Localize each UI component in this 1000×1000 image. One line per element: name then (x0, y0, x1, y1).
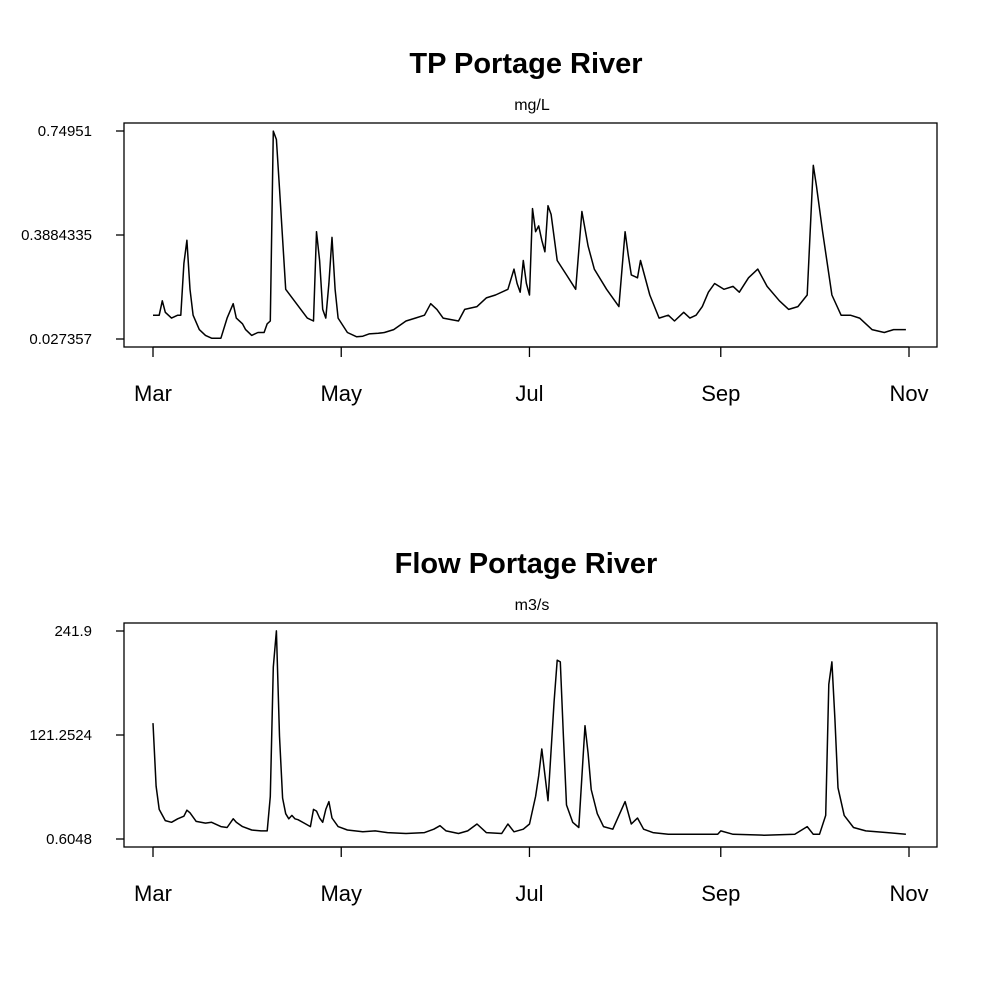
plot-area (152, 630, 906, 836)
x-axis: Mar May Jul Sep Nov (134, 846, 929, 906)
chart-subtitle: m3/s (515, 597, 550, 614)
chart-subtitle: mg/L (514, 97, 550, 114)
x-tick-label: May (320, 881, 362, 906)
y-axis: 0.027357 0.3884335 0.74951 (21, 123, 124, 348)
series-line (153, 130, 906, 339)
plot-frame (123, 122, 938, 348)
x-axis: Mar May Jul Sep Nov (134, 346, 929, 406)
flow-panel: Flow Portage River m3/s 0.6048 121.2524 24… (29, 548, 938, 906)
x-tick-label: Mar (134, 381, 172, 406)
y-tick-label: 0.74951 (38, 123, 92, 140)
plot-frame (123, 622, 938, 848)
x-tick-label: Nov (889, 381, 928, 406)
x-tick-label: Mar (134, 881, 172, 906)
y-tick-label: 121.2524 (29, 727, 92, 744)
y-tick-label: 241.9 (54, 623, 92, 640)
y-tick-label: 0.3884335 (21, 227, 92, 244)
y-tick-label: 0.6048 (46, 831, 92, 848)
series-line (152, 630, 906, 836)
x-tick-label: Sep (701, 381, 740, 406)
x-tick-label: May (320, 381, 362, 406)
chart-title: TP Portage River (409, 48, 642, 80)
tp-panel: TP Portage River mg/L 0.0273570.38843350… (21, 48, 938, 406)
plot-area (153, 130, 906, 339)
chart-title: Flow Portage River (395, 548, 658, 580)
x-tick-label: Jul (515, 881, 543, 906)
y-tick-label: 0.027357 (29, 331, 92, 348)
x-tick-label: Sep (701, 881, 740, 906)
y-axis: 0.6048 121.2524 241.9 (29, 623, 124, 848)
x-tick-label: Nov (889, 881, 928, 906)
x-tick-label: Jul (515, 381, 543, 406)
